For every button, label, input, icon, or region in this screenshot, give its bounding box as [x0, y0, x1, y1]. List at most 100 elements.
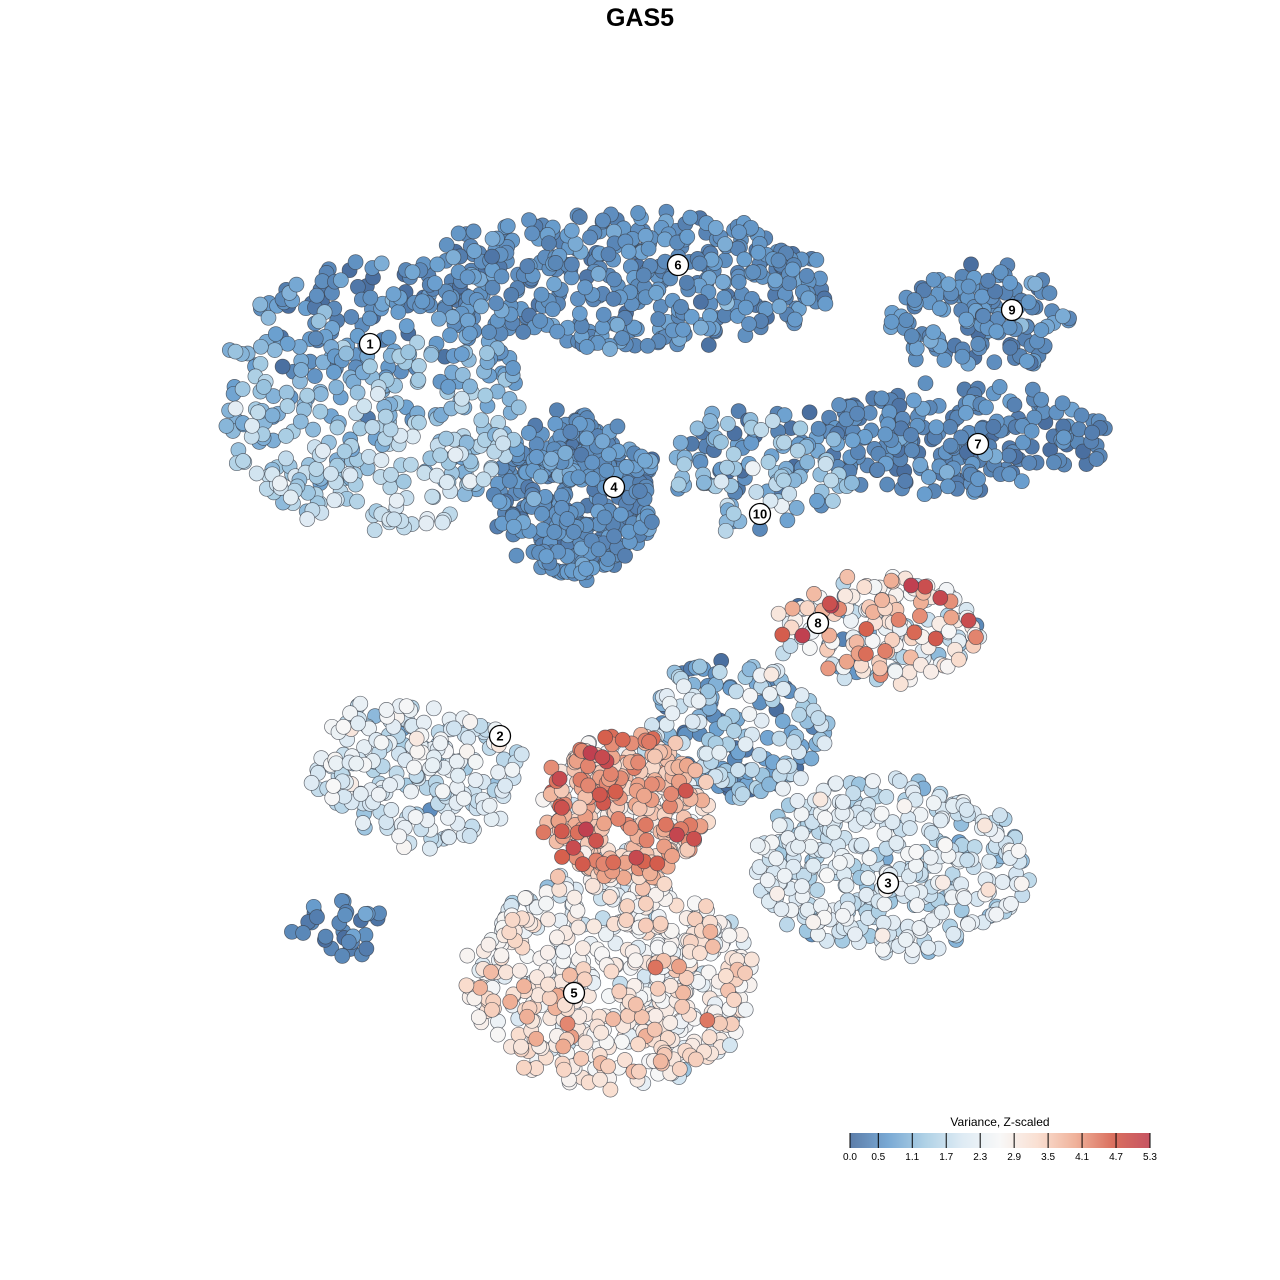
scatter-point — [499, 218, 516, 234]
scatter-point — [418, 515, 435, 532]
scatter-point — [260, 309, 277, 326]
scatter-point — [838, 653, 855, 670]
scatter-point — [404, 264, 421, 280]
scatter-point — [682, 209, 699, 226]
scatter-point — [279, 335, 296, 352]
scatter-point — [775, 472, 792, 489]
scatter-point — [897, 473, 914, 489]
scatter-point — [816, 735, 833, 752]
scatter-point — [1055, 429, 1072, 446]
scatter-point — [427, 275, 443, 292]
scatter-point — [764, 413, 781, 429]
scatter-point — [873, 805, 890, 822]
cluster-label-text: 6 — [674, 258, 681, 273]
scatter-point — [274, 358, 291, 375]
scatter-point — [591, 786, 608, 803]
scatter-point — [831, 397, 847, 413]
scatter-point — [299, 387, 316, 404]
scatter-point — [743, 435, 760, 451]
scatter-point — [383, 802, 400, 818]
scatter-point — [411, 358, 427, 374]
scatter-point — [711, 744, 728, 761]
scatter-point — [383, 466, 399, 483]
scatter-point — [361, 310, 378, 327]
scatter-point — [702, 923, 719, 940]
scatter-point — [789, 793, 806, 809]
scatter-point — [932, 590, 949, 606]
scatter-point — [503, 287, 520, 303]
scatter-point — [445, 249, 462, 266]
scatter-point — [809, 493, 825, 509]
cluster-label-text: 4 — [610, 480, 618, 495]
scatter-point — [812, 791, 829, 808]
scatter-point — [438, 237, 455, 253]
scatter-point — [1033, 391, 1050, 408]
scatter-point — [559, 511, 576, 527]
scatter-point — [458, 977, 475, 994]
scatter-point — [879, 476, 896, 493]
cluster-label-marker — [1000, 298, 1024, 322]
scatter-point — [605, 291, 622, 307]
scatter-point — [490, 764, 507, 781]
scatter-point — [543, 450, 560, 467]
scatter-point — [927, 630, 944, 647]
scatter-point — [717, 236, 733, 253]
scatter-point — [980, 272, 997, 289]
scatter-point — [431, 310, 447, 327]
scatter-point — [686, 830, 702, 847]
legend-color-bar — [850, 1133, 1150, 1148]
scatter-point — [705, 938, 721, 955]
scatter-point — [600, 1058, 616, 1075]
scatter-point — [606, 528, 622, 545]
scatter-point — [323, 465, 339, 482]
scatter-point — [785, 734, 802, 751]
scatter-point — [577, 279, 593, 296]
scatter-point — [515, 324, 532, 340]
scatter-point — [438, 430, 455, 447]
scatter-point — [366, 522, 383, 539]
scatter-point — [461, 325, 478, 342]
scatter-point — [551, 881, 568, 898]
scatter-point — [385, 286, 402, 302]
scatter-point — [940, 478, 956, 495]
scatter-point — [398, 698, 415, 715]
scatter-point — [423, 346, 440, 363]
scatter-point — [650, 980, 666, 997]
scatter-point — [600, 551, 616, 567]
scatter-point — [279, 398, 296, 414]
scatter-point — [799, 600, 816, 617]
scatter-point — [906, 292, 923, 308]
scatter-point — [535, 824, 552, 841]
scatter-point — [838, 877, 855, 894]
scatter-point — [667, 735, 684, 751]
scatter-point — [409, 334, 426, 351]
scatter-point — [931, 300, 948, 317]
scatter-point — [810, 420, 827, 437]
scatter-point — [578, 339, 595, 355]
scatter-point — [299, 511, 316, 527]
scatter-point — [843, 475, 860, 491]
scatter-point — [349, 493, 365, 510]
cluster-label-marker — [876, 871, 900, 895]
scatter-point — [1019, 353, 1035, 369]
scatter-point — [975, 308, 992, 324]
scatter-point — [473, 298, 489, 315]
scatter-point — [1055, 308, 1071, 325]
scatter-point — [614, 330, 631, 346]
scatter-point — [543, 759, 560, 776]
scatter-point — [647, 959, 664, 976]
scatter-point — [730, 273, 747, 290]
scatter-point — [731, 224, 747, 241]
scatter-point — [377, 408, 394, 425]
scatter-point — [648, 886, 664, 903]
scatter-point — [481, 324, 497, 340]
scatter-point — [691, 945, 708, 962]
scatter-point — [1054, 395, 1071, 412]
scatter-point — [565, 524, 582, 540]
scatter-point — [488, 295, 505, 312]
scatter-point — [768, 850, 785, 867]
scatter-point — [676, 456, 693, 473]
scatter-point — [903, 328, 920, 344]
scatter-point — [698, 898, 714, 915]
scatter-point — [498, 964, 514, 981]
